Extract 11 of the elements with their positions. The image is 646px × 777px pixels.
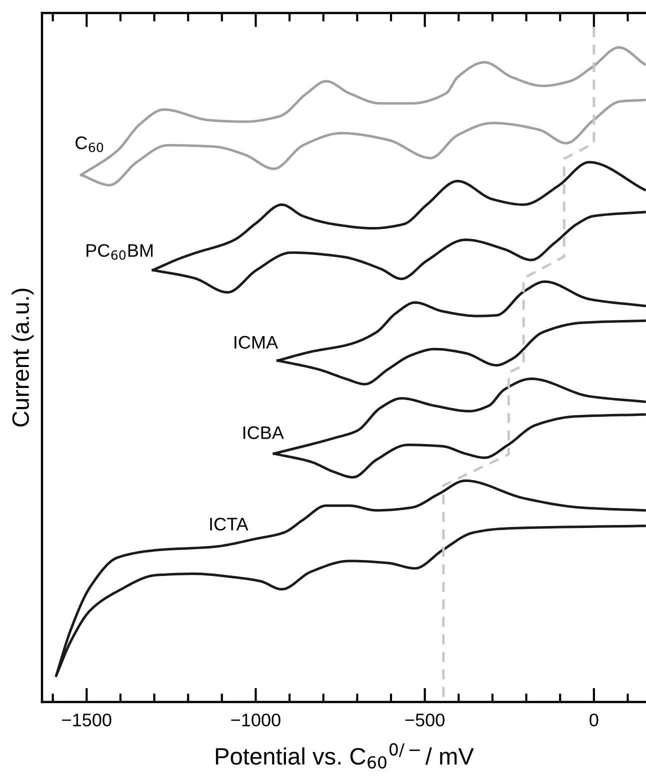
x-tick-label: 0	[590, 714, 598, 726]
series-label: PC$_{60}$BM	[86, 244, 153, 260]
x-axis-title: Potential vs. C$_{60}$$^{0/−}$/ mV	[216, 743, 474, 769]
series-label: C$_{60}$	[76, 136, 104, 152]
series-label: ICMA	[234, 336, 278, 349]
y-axis-title: Current (a.u.)	[12, 288, 34, 426]
x-tick-label: −1500	[62, 714, 112, 726]
x-tick-label: −500	[405, 714, 444, 726]
series-label: ICBA	[243, 426, 284, 440]
series-label: ICTA	[210, 518, 248, 531]
x-tick-label: −1000	[231, 714, 280, 726]
